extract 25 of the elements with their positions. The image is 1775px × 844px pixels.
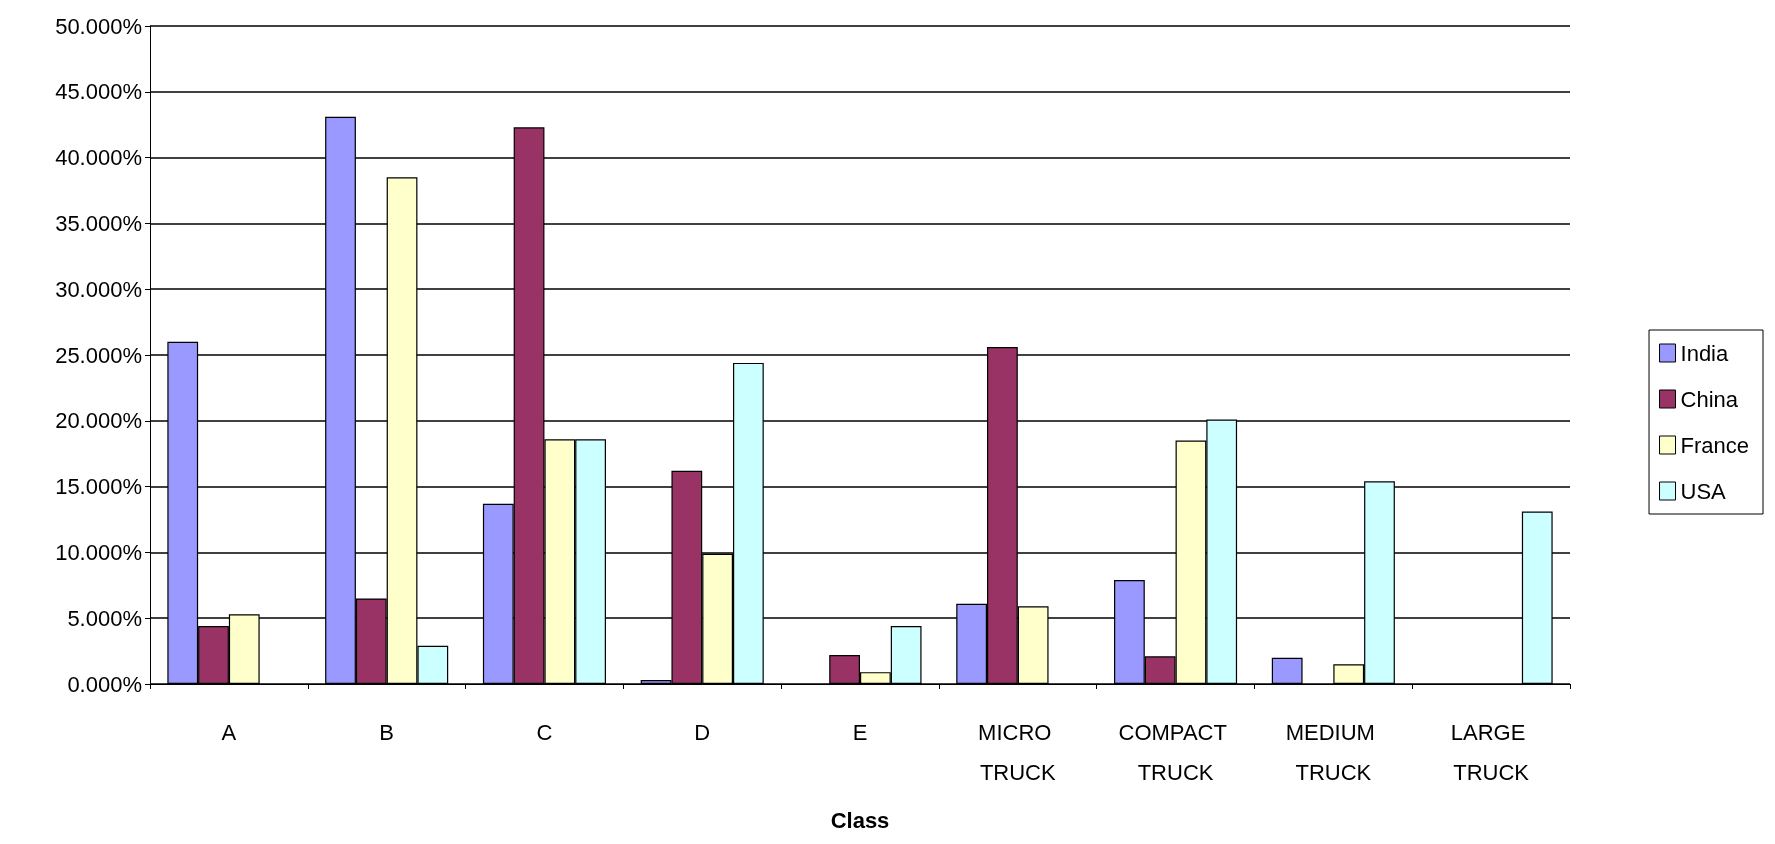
x-tick-label: LARGE TRUCK <box>1450 719 1532 785</box>
legend-label: USA <box>1680 478 1727 504</box>
legend-label: France <box>1680 432 1750 458</box>
x-tick-label: A <box>221 719 237 745</box>
y-tick-label: 0.000% <box>67 671 142 697</box>
y-tick-label: 40.000% <box>55 145 142 171</box>
x-tick-label: C <box>536 719 553 745</box>
legend-label: China <box>1680 386 1739 412</box>
x-axis-title: Class <box>830 807 890 833</box>
y-tick-label: 15.000% <box>55 474 142 500</box>
y-tick-label: 35.000% <box>55 210 142 236</box>
x-tick-label: MEDIUM TRUCK <box>1285 719 1381 785</box>
y-tick-label: 25.000% <box>55 342 142 368</box>
y-tick-label: 20.000% <box>55 408 142 434</box>
x-tick-label: MICRO TRUCK <box>978 719 1058 785</box>
legend-label: India <box>1680 340 1729 366</box>
y-tick-label: 30.000% <box>55 276 142 302</box>
y-tick-label: 45.000% <box>55 79 142 105</box>
y-tick-label: 5.000% <box>67 605 142 631</box>
x-tick-label: D <box>694 719 711 745</box>
x-tick-label: E <box>852 719 868 745</box>
y-tick-label: 50.000% <box>55 13 142 39</box>
x-tick-label: B <box>379 719 395 745</box>
x-tick-label: COMPACT TRUCK <box>1118 719 1233 785</box>
y-tick-label: 10.000% <box>55 539 142 565</box>
